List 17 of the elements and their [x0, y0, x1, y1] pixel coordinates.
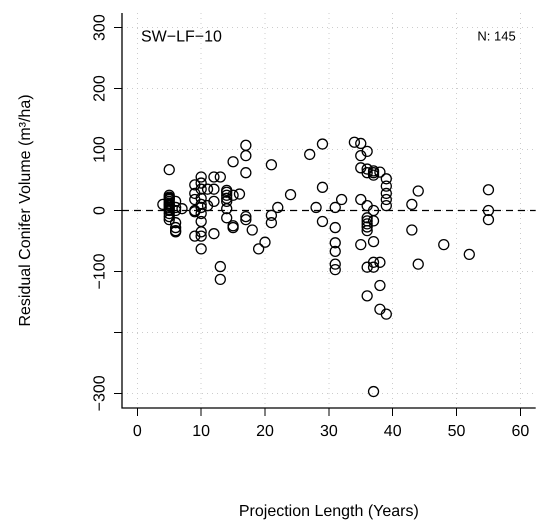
- y-tick-label: 100: [91, 136, 108, 163]
- y-tick-label: −300: [91, 375, 108, 412]
- x-tick-label: 50: [448, 423, 466, 440]
- y-tick-label: 0: [91, 206, 108, 215]
- x-tick-label: 60: [511, 423, 530, 440]
- x-tick-label: 30: [320, 423, 338, 440]
- y-tick-label: 300: [91, 14, 108, 41]
- annotation: N: 145: [477, 28, 516, 44]
- annotation: SW−LF−10: [141, 28, 222, 46]
- y-axis-title: Residual Conifer Volume (m³/ha): [17, 94, 34, 327]
- y-tick-label: 200: [91, 75, 108, 102]
- x-tick-label: 0: [132, 423, 142, 440]
- x-tick-label: 40: [384, 423, 402, 440]
- x-tick-label: 20: [256, 423, 274, 440]
- y-tick-label: −100: [91, 253, 108, 290]
- x-axis-title: Projection Length (Years): [238, 502, 419, 520]
- x-tick-label: 10: [192, 423, 210, 440]
